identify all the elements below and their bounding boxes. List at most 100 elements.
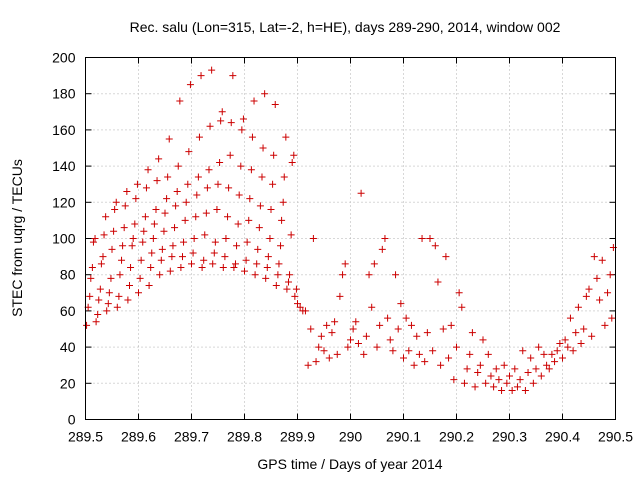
data-point-plus: [460, 379, 468, 387]
data-point-plus: [282, 133, 290, 141]
data-point-plus: [601, 321, 609, 329]
data-point-plus: [513, 383, 521, 391]
data-point-plus: [407, 321, 415, 329]
data-point-plus: [402, 314, 410, 322]
data-point-plus: [211, 238, 219, 246]
y-tick-label: 160: [52, 122, 76, 138]
data-point-plus: [158, 245, 166, 253]
data-point-plus: [255, 224, 263, 232]
data-point-plus: [116, 271, 124, 279]
data-point-plus: [205, 166, 213, 174]
data-point-plus: [269, 180, 277, 188]
data-point-plus: [503, 379, 511, 387]
data-point-plus: [198, 263, 206, 271]
data-point-plus: [418, 235, 426, 242]
data-point-plus: [490, 383, 498, 391]
data-point-plus: [604, 289, 612, 297]
data-point-plus: [250, 97, 258, 105]
data-point-plus: [331, 318, 339, 326]
data-point-plus: [124, 296, 132, 304]
data-point-plus: [294, 300, 301, 308]
data-point-plus: [596, 296, 604, 304]
data-point-plus: [445, 354, 453, 362]
data-point-plus: [118, 256, 126, 264]
y-tick-label: 120: [52, 194, 76, 210]
data-point-plus: [551, 358, 559, 366]
data-point-plus: [280, 173, 288, 181]
data-point-plus: [397, 300, 405, 308]
y-axis-title: STEC from uqrg / TECUs: [9, 159, 25, 317]
data-point-plus: [185, 148, 193, 156]
x-tick-label: 289.7: [174, 429, 209, 445]
data-point-plus: [476, 361, 484, 369]
data-point-plus: [152, 206, 160, 214]
data-point-plus: [415, 350, 423, 358]
x-tick-label: 289.8: [227, 429, 262, 445]
y-tick-labels: 0 20 40 60 80 100 120 140 160 180 200: [52, 50, 76, 428]
data-point-plus: [161, 209, 169, 217]
data-point-plus: [243, 238, 251, 246]
data-point-plus: [153, 177, 161, 185]
data-point-plus: [423, 329, 431, 337]
data-point-plus: [141, 213, 149, 221]
data-point-plus: [160, 227, 168, 235]
data-point-plus: [129, 235, 137, 242]
data-point-plus: [270, 151, 278, 159]
data-point-plus: [172, 202, 180, 210]
data-point-plus: [239, 115, 247, 123]
data-point-plus: [121, 202, 129, 210]
data-point-plus: [166, 267, 174, 275]
data-point-plus: [431, 242, 439, 250]
data-point-plus: [218, 108, 226, 116]
data-point-plus: [290, 151, 298, 159]
data-point-plus: [301, 307, 309, 315]
y-tick-label: 180: [52, 86, 76, 102]
data-point-plus: [128, 242, 136, 250]
data-point-plus: [163, 195, 171, 203]
data-point-plus: [231, 260, 239, 268]
data-point-plus: [140, 227, 148, 235]
data-point-plus: [253, 260, 261, 268]
data-point-plus: [194, 173, 202, 181]
data-point-plus: [339, 271, 347, 279]
data-point-plus: [177, 263, 185, 271]
data-point-plus: [225, 184, 233, 192]
data-point-plus: [144, 166, 152, 174]
data-point-plus: [142, 184, 150, 192]
data-point-plus: [429, 347, 437, 355]
data-point-plus: [347, 336, 354, 344]
data-point-plus: [233, 242, 241, 250]
data-point-plus: [590, 253, 598, 261]
data-point-plus: [171, 224, 179, 232]
data-point-plus: [242, 256, 250, 264]
data-point-plus: [389, 347, 397, 355]
data-point-plus: [500, 361, 508, 369]
data-point-plus: [474, 368, 482, 376]
data-point-plus: [498, 387, 506, 395]
data-point-plus: [178, 253, 186, 261]
data-point-plus: [241, 267, 248, 275]
data-point-plus: [482, 379, 490, 387]
data-point-plus: [267, 206, 275, 214]
data-point-plus: [378, 245, 386, 253]
data-point-plus: [288, 158, 296, 166]
data-point-plus: [261, 90, 269, 98]
data-point-plus: [566, 314, 574, 322]
data-point-plus: [95, 296, 103, 304]
x-tick-label: 289.6: [121, 429, 156, 445]
data-point-plus: [227, 119, 235, 127]
data-point-plus: [291, 292, 299, 300]
data-point-plus: [279, 198, 287, 206]
data-point-plus: [88, 263, 96, 271]
data-point-plus: [394, 325, 402, 333]
data-point-plus: [145, 282, 153, 290]
data-point-plus: [283, 285, 291, 293]
data-point-plus: [468, 329, 476, 337]
data-point-plus: [176, 97, 184, 105]
data-point-plus: [344, 343, 352, 351]
data-point-plus: [100, 231, 108, 239]
data-point-plus: [439, 325, 447, 333]
data-point-plus: [317, 332, 325, 340]
data-point-plus: [309, 235, 317, 242]
data-point-plus: [582, 292, 590, 300]
